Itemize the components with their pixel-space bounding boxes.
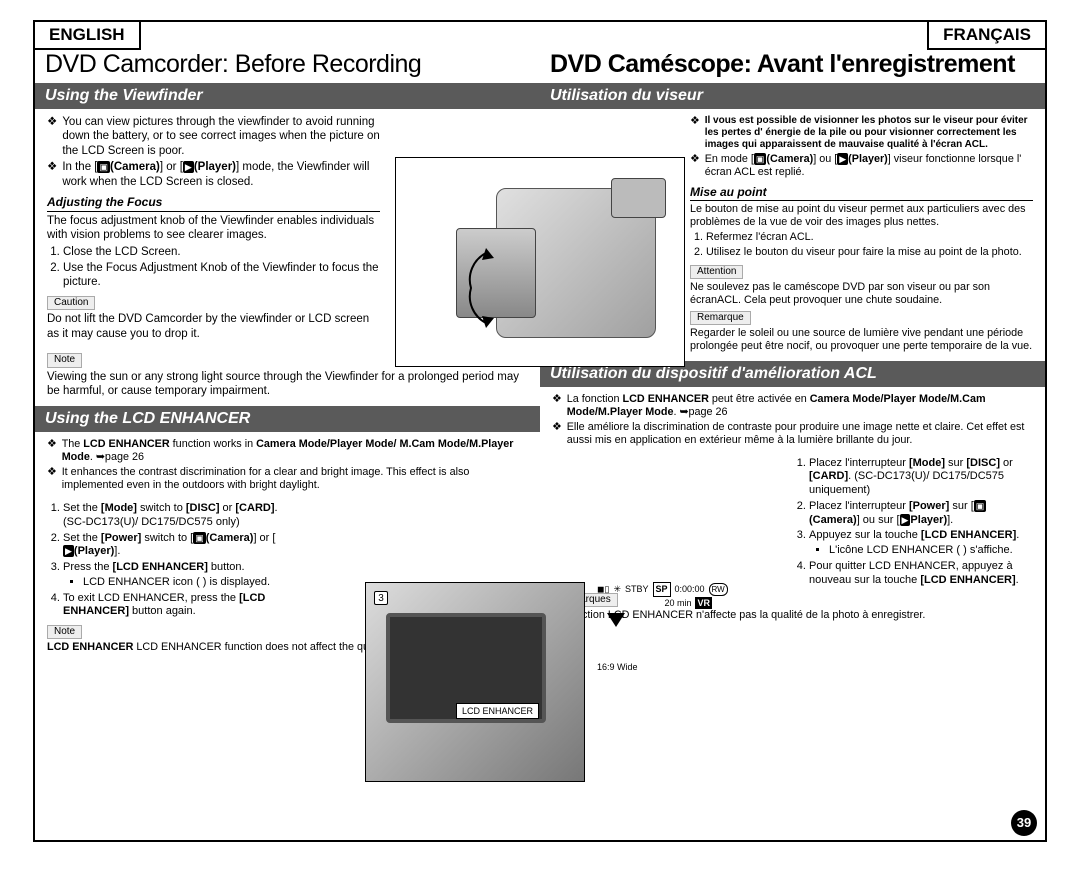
caution-tag-fr: Attention [690, 265, 743, 279]
play-icon [607, 613, 625, 627]
vf-b2-en: In the [▣(Camera)] or [▶(Player)] mode, … [62, 160, 380, 189]
focus-p-fr: Le bouton de mise au point du viseur per… [690, 203, 1033, 229]
lcd-steps-fr: Placez l'interrupteur [Mode] sur [DISC] … [793, 455, 1033, 590]
focus-s1-en: Close the LCD Screen. [63, 245, 380, 259]
osd-wide: 16:9 Wide [597, 661, 712, 674]
lcd-b1-fr: La fonction LCD ENHANCER peut être activ… [567, 393, 1033, 419]
focus-p-en: The focus adjustment knob of the Viewfin… [47, 214, 380, 243]
lcd-osd: ◼▯ ✳ STBY SP 0:00:00 RW 20 min VR 16:9 W… [597, 582, 712, 712]
lcd-enhancer-diagram: 3 LCD ENHANCER ◼▯ ✳ STBY SP 0:00:00 RW 2… [365, 582, 715, 792]
adjust-focus-en: Adjusting the Focus [47, 195, 380, 212]
lcd-photo: 3 LCD ENHANCER [365, 582, 585, 782]
vf-b2-fr: En mode [▣(Camera)] ou [▶(Player)] viseu… [705, 153, 1033, 179]
sec-viewfinder-fr: Utilisation du viseur [540, 83, 1045, 109]
focus-s2-fr: Utilisez le bouton du viseur pour faire … [706, 246, 1033, 259]
note-fr: Regarder le soleil ou une source de lumi… [690, 327, 1033, 353]
vf-b1-fr: Il vous est possible de visionner les ph… [705, 115, 1033, 151]
lcd-b2-en: It enhances the contrast discrimination … [62, 466, 528, 492]
sec-viewfinder-en: Using the Viewfinder [35, 83, 540, 109]
focus-s1-fr: Refermez l'écran ACL. [706, 231, 1033, 244]
lcd-b1-en: The LCD ENHANCER function works in Camer… [62, 438, 528, 464]
note-tag-fr: Remarque [690, 311, 751, 325]
note-tag-en: Note [47, 353, 82, 368]
camcorder-diagram [395, 157, 685, 367]
note-en: Viewing the sun or any strong light sour… [47, 370, 528, 399]
lcd-b2-fr: Elle améliore la discrimination de contr… [567, 421, 1033, 447]
lcd-note-tag-en: Note [47, 625, 82, 639]
vf-b1-en: You can view pictures through the viewfi… [62, 115, 380, 158]
focus-s2-en: Use the Focus Adjustment Knob of the Vie… [63, 261, 380, 290]
manual-page: ENGLISH FRANÇAIS DVD Camcorder: Before R… [33, 20, 1047, 842]
lcd-steps-en: Set the [Mode] switch to [DISC] or [CARD… [47, 500, 282, 621]
lang-tab-francais: FRANÇAIS [927, 20, 1047, 50]
lcd-enhancer-label: LCD ENHANCER [456, 703, 539, 719]
sec-lcd-en: Using the LCD ENHANCER [35, 406, 540, 432]
lang-tab-english: ENGLISH [33, 20, 141, 50]
page-number: 39 [1011, 810, 1037, 836]
caution-en: Do not lift the DVD Camcorder by the vie… [47, 312, 380, 341]
adjust-focus-fr: Mise au point [690, 185, 1033, 201]
caution-tag-en: Caution [47, 296, 95, 311]
caution-fr: Ne soulevez pas le caméscope DVD par son… [690, 281, 1033, 307]
step-3-box: 3 [374, 591, 388, 605]
